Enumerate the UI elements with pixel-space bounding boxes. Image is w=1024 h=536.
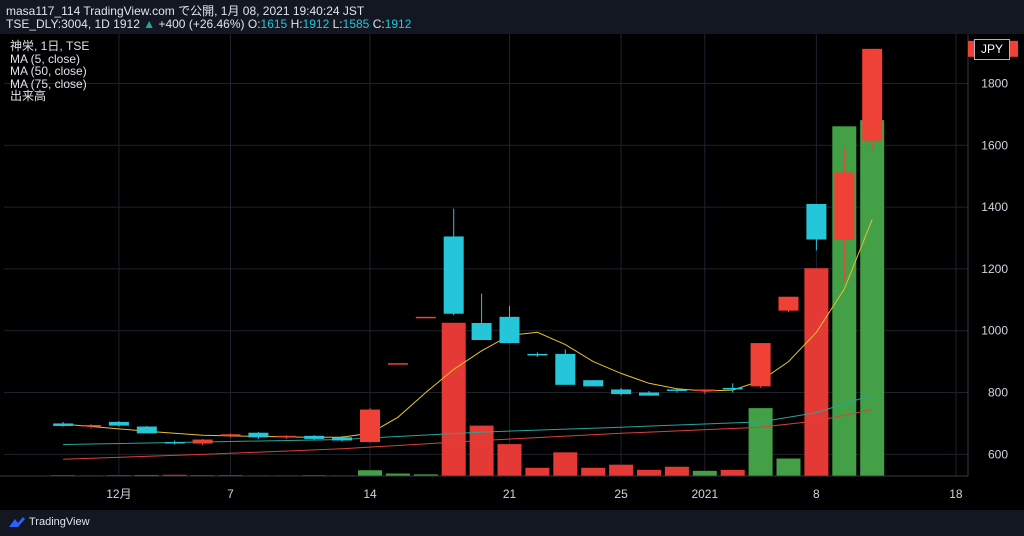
candle-body	[136, 426, 157, 434]
symbol-ohlc-row: TSE_DLY:3004, 1D 1912 ▲ +400 (+26.46%) O…	[6, 17, 411, 31]
candle-body	[248, 432, 269, 438]
volume-bar	[358, 470, 382, 476]
candle-body	[387, 363, 408, 365]
candle-body	[778, 296, 799, 311]
candle-body	[666, 389, 687, 391]
symbol-label: TSE_DLY:3004, 1D 1912	[6, 17, 140, 31]
x-tick-label: 18	[949, 487, 963, 501]
candle-body	[192, 439, 213, 444]
open-label: O:	[247, 17, 261, 31]
candle-body	[108, 421, 129, 426]
volume-bar	[162, 474, 187, 476]
candle-body	[220, 434, 241, 436]
legend-volume[interactable]: 出来高	[10, 89, 47, 103]
ma75-line	[63, 409, 873, 460]
volume-bar	[134, 474, 159, 476]
volume-bar	[804, 268, 829, 476]
y-tick-label: 1200	[981, 262, 1008, 276]
candle-body	[722, 387, 743, 390]
legend-ma5[interactable]: MA (5, close)	[10, 51, 81, 66]
candle-body	[639, 392, 659, 396]
brand-label: TradingView	[29, 516, 90, 528]
candle-body	[611, 389, 632, 395]
x-tick-label: 7	[227, 487, 234, 501]
volume-bar	[441, 322, 466, 476]
candle-body	[499, 316, 520, 344]
volume-bar	[553, 452, 578, 476]
candle-body	[276, 435, 297, 438]
chart-header: masa117_114 TradingView.com で公開, 1月 08, …	[0, 0, 1024, 34]
x-tick-label: 8	[813, 487, 820, 501]
volume-bar	[525, 467, 550, 476]
x-tick-label: 2021	[691, 487, 718, 501]
x-tick-label: 12月	[106, 487, 131, 501]
footer: TradingView	[0, 510, 1024, 536]
volume-bar	[776, 458, 801, 476]
close-label: C:	[372, 17, 385, 31]
high-label: H:	[290, 17, 303, 31]
candle-body	[583, 380, 604, 387]
volume-bar	[497, 444, 522, 476]
volume-bar	[581, 467, 606, 476]
candle-body	[750, 343, 771, 387]
candle-body	[81, 425, 101, 427]
volume-bar	[609, 464, 634, 476]
candle-body	[555, 353, 576, 385]
candle-body	[164, 442, 185, 444]
x-tick-label: 21	[503, 487, 517, 501]
publish-info: masa117_114 TradingView.com で公開, 1月 08, …	[6, 4, 365, 18]
legend-ma50[interactable]: MA (50, close)	[10, 64, 87, 78]
volume-bar	[664, 466, 689, 476]
candle-body	[415, 316, 436, 319]
currency-badge[interactable]: JPY	[974, 39, 1010, 60]
y-tick-label: 600	[988, 447, 1008, 461]
volume-bar	[720, 469, 745, 476]
candle-body	[443, 236, 464, 314]
candle-body	[527, 353, 548, 356]
volume-bar	[469, 425, 494, 476]
candle-body	[471, 323, 492, 340]
volume-bar	[860, 120, 885, 476]
volume-bar	[385, 473, 410, 476]
x-tick-label: 14	[363, 487, 377, 501]
volume-bar	[413, 474, 438, 476]
high-value: 1912	[302, 17, 330, 31]
legend-title: 神栄, 1日, TSE	[10, 39, 90, 53]
y-tick-label: 1600	[981, 138, 1008, 152]
volume-bar	[692, 470, 717, 476]
low-value: 1585	[342, 17, 370, 31]
y-tick-label: 1400	[981, 200, 1008, 214]
change-label: +400 (+26.46%)	[158, 17, 245, 31]
candle-body	[694, 389, 715, 391]
candle-body	[806, 204, 827, 240]
y-tick-label: 1000	[981, 324, 1008, 338]
low-label: L:	[332, 17, 343, 31]
x-tick-label: 25	[614, 487, 628, 501]
candle-body	[862, 48, 883, 141]
cloud-icon	[9, 517, 25, 527]
candle-body	[304, 435, 325, 439]
volume-bar	[637, 469, 661, 476]
legend-ma75[interactable]: MA (75, close)	[10, 76, 87, 91]
ma50-line	[63, 394, 873, 445]
price-chart[interactable]: 600 800 1000 1200 1400 1600 1800 12月 7 14 21 25 2021…	[0, 34, 1024, 510]
candle-body	[360, 409, 380, 442]
candle-body	[834, 172, 855, 240]
candle-body	[53, 423, 74, 426]
open-value: 1615	[260, 17, 288, 31]
chart-area[interactable]: 600 800 1000 1200 1400 1600 1800 12月 7 14 21 25 2021…	[0, 34, 1024, 510]
up-arrow-icon: ▲	[143, 17, 156, 31]
volume-bar	[748, 408, 773, 476]
y-tick-label: 800	[988, 386, 1008, 400]
y-tick-label: 1800	[981, 76, 1008, 90]
candle-body	[332, 437, 353, 441]
indicator-legend: 神栄, 1日, TSE MA (5, close) MA (50, close)…	[10, 40, 89, 103]
close-value: 1912	[384, 17, 412, 31]
tradingview-logo: TradingView	[6, 515, 90, 529]
